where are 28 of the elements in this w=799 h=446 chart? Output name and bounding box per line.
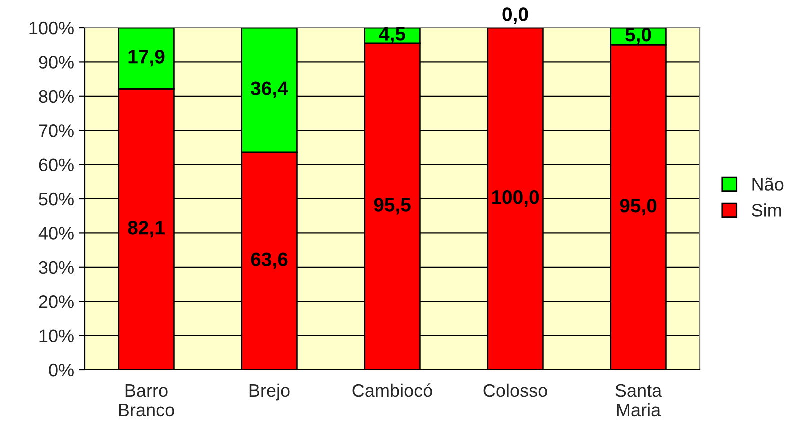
legend-label: Sim [752,204,782,217]
data-label: 4,5 [379,27,406,44]
x-tick-label: Brejo [250,384,290,401]
x-tick-label: Santa Maria [616,384,662,417]
x-tick-label: Barro Branco [119,384,174,417]
y-tick-label: 100% [30,22,74,35]
y-tick-label: 80% [39,90,74,104]
y-tick-label: 0% [49,364,74,377]
y-tick-label: 60% [39,158,74,172]
data-label: 0,0 [502,8,528,24]
data-label: 95,5 [374,198,411,215]
data-label: 82,1 [128,221,165,238]
x-tick-label: Cambiocó [352,384,432,398]
data-label: 36,4 [251,82,288,98]
y-tick-label: 30% [39,261,74,274]
data-label: 17,9 [128,50,165,67]
data-label: 100,0 [492,190,540,208]
y-tick-label: 50% [39,192,74,206]
data-label: 63,6 [251,252,288,270]
y-tick-label: 70% [39,124,74,138]
y-tick-label: 90% [39,56,74,69]
y-tick-label: 10% [40,330,74,343]
x-tick-label: Colosso [484,384,548,398]
y-tick-label: 20% [39,296,74,308]
data-label: 5,0 [626,28,652,45]
data-label: 95,0 [620,199,657,216]
y-tick-label: 40% [38,227,74,240]
legend-label: Não [752,178,784,191]
